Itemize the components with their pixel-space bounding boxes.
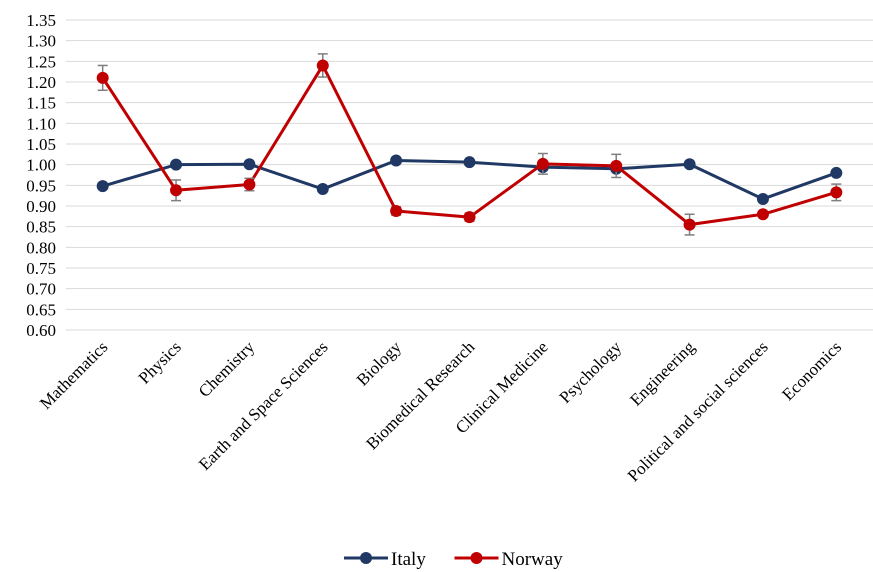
- x-tick-label: Psychology: [556, 337, 626, 407]
- data-point: [316, 183, 329, 196]
- y-tick-label: 1.30: [26, 32, 56, 51]
- x-tick-label: Chemistry: [195, 337, 259, 401]
- data-point: [683, 158, 696, 171]
- x-tick-label: Biology: [353, 337, 406, 390]
- legend-label: Italy: [391, 549, 426, 570]
- y-tick-label: 1.10: [26, 114, 56, 133]
- data-point: [96, 180, 109, 193]
- y-tick-label: 1.35: [26, 11, 56, 30]
- series-norway: [96, 53, 843, 236]
- data-point: [390, 154, 403, 167]
- y-tick-label: 1.25: [26, 52, 56, 71]
- y-tick-label: 1.00: [26, 156, 56, 175]
- legend-marker: [470, 552, 483, 564]
- legend: Italy Norway: [344, 549, 563, 570]
- y-tick-label: 0.65: [26, 300, 56, 319]
- y-tick-label: 0.60: [26, 321, 56, 340]
- x-tick-label: Economics: [778, 337, 845, 404]
- data-point: [463, 211, 476, 224]
- data-point: [316, 59, 329, 72]
- y-tick-label: 0.90: [26, 197, 56, 216]
- x-tick-label: Political and social sciences: [624, 337, 772, 485]
- y-tick-label: 0.70: [26, 280, 56, 299]
- data-point: [830, 186, 843, 199]
- legend-item-norway: Norway: [454, 549, 564, 570]
- y-tick-label: 1.15: [26, 94, 56, 113]
- data-point: [170, 184, 183, 197]
- y-tick-label: 1.05: [26, 135, 56, 154]
- data-point: [610, 159, 623, 172]
- data-point: [96, 71, 109, 84]
- data-point: [830, 166, 843, 179]
- x-tick-label: Engineering: [626, 337, 699, 410]
- legend-item-italy: Italy: [344, 549, 426, 570]
- series-layer: [96, 53, 843, 236]
- data-point: [756, 192, 769, 205]
- data-point: [243, 158, 256, 171]
- data-point: [463, 156, 476, 169]
- y-axis-ticks: 0.60 0.650.70 0.75 0.800.85 0.90 0.951.00 1.05…: [26, 11, 56, 340]
- y-tick-label: 0.85: [26, 218, 56, 237]
- legend-label: Norway: [502, 549, 564, 570]
- data-point: [536, 157, 549, 170]
- data-point: [243, 178, 256, 191]
- y-tick-label: 0.75: [26, 259, 56, 278]
- legend-marker: [360, 552, 372, 564]
- data-point: [390, 204, 403, 217]
- y-tick-label: 0.80: [26, 238, 56, 257]
- x-tick-label: Earth and Space Sciences: [195, 337, 332, 474]
- x-tick-label: Mathematics: [36, 337, 112, 413]
- gridlines: [66, 19, 873, 331]
- data-point: [683, 218, 696, 231]
- data-point: [170, 158, 183, 171]
- y-tick-label: 1.20: [26, 73, 56, 92]
- y-tick-label: 0.95: [26, 176, 56, 195]
- series-italy: [96, 154, 843, 205]
- x-tick-label: Physics: [135, 337, 185, 387]
- data-point: [756, 208, 769, 221]
- series-line: [101, 63, 837, 227]
